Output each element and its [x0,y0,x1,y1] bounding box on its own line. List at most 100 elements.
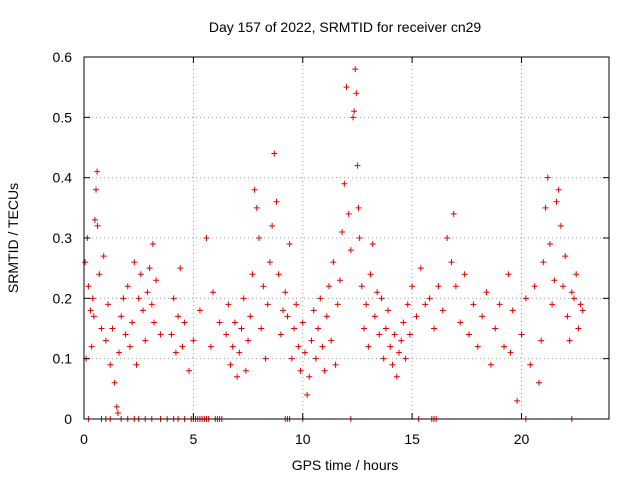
data-point [522,295,529,302]
data-point [295,343,302,350]
data-point [566,337,573,344]
data-point [277,331,284,338]
data-point [347,247,354,254]
data-point [253,204,260,211]
data-point [172,349,179,356]
data-point [363,301,370,308]
data-point [251,186,258,193]
data-point [323,313,330,320]
data-point [260,283,267,290]
data-point [111,379,118,386]
data-point [282,289,289,296]
data-point [89,295,96,302]
data-point [452,283,459,290]
data-point [380,355,387,362]
data-point [306,373,313,380]
data-point [579,307,586,314]
data-point [549,301,556,308]
data-point [400,319,407,326]
data-point [361,325,367,332]
data-point [229,343,236,350]
data-point [439,307,446,314]
data-point [393,373,400,380]
y-tick-label: 0.2 [53,290,73,306]
chart-title: Day 157 of 2022, SRMTID for receiver cn2… [209,19,482,35]
data-point [280,307,287,314]
data-point [142,337,149,344]
data-point [321,367,328,374]
data-point [461,271,468,278]
data-point [557,222,564,229]
data-point [291,325,297,332]
data-point [87,307,94,314]
data-point [133,361,140,368]
data-point [96,271,103,278]
data-point [555,186,562,193]
data-point [369,241,376,248]
data-point [148,301,155,308]
data-point [100,253,107,260]
data-point [297,367,304,374]
data-point [367,271,374,278]
data-point [351,108,358,115]
data-point [538,337,545,344]
data-point [509,307,516,314]
data-point [573,271,580,278]
data-point [507,349,514,356]
data-point [299,319,306,326]
data-point [448,259,455,266]
data-point [153,277,160,284]
data-point [238,325,245,332]
x-tick-label: 15 [404,431,420,447]
data-point [564,313,571,320]
data-point [540,259,547,266]
data-point [546,241,553,248]
data-point [413,313,420,320]
data-point [223,331,230,338]
data-point [404,301,411,308]
data-point [450,210,457,217]
data-point [245,337,252,344]
data-point [129,319,136,326]
data-point [332,361,339,368]
data-point [105,301,112,308]
grid-layer [84,57,609,419]
data-point [262,355,269,362]
data-point [308,337,315,344]
x-axis-label: GPS time / hours [292,457,399,473]
x-tick-label: 20 [514,431,530,447]
data-point [288,355,295,362]
data-point [562,253,569,260]
data-point [575,325,582,332]
y-tick-label: 0 [64,411,72,427]
data-point [374,289,381,296]
data-point [382,325,389,332]
data-point [94,168,101,175]
data-point [527,361,534,368]
data-point [343,84,350,91]
data-point [225,301,232,308]
data-point [531,283,538,290]
data-point [571,295,577,302]
data-point [177,265,184,272]
data-point [422,301,429,308]
data-point [487,361,494,368]
data-point [109,325,116,332]
data-point [568,289,575,296]
data-point [387,343,394,350]
x-tick-label: 5 [189,431,197,447]
data-point [334,301,341,308]
data-point [181,319,188,326]
data-point [240,295,247,302]
data-point [409,283,416,290]
data-point [264,301,271,308]
data-point [417,265,424,272]
x-tick-label: 0 [80,431,88,447]
data-point [518,331,525,338]
data-point [542,204,549,211]
data-point [107,361,114,368]
data-point [402,355,409,362]
data-point [284,313,291,320]
data-point [385,307,392,314]
